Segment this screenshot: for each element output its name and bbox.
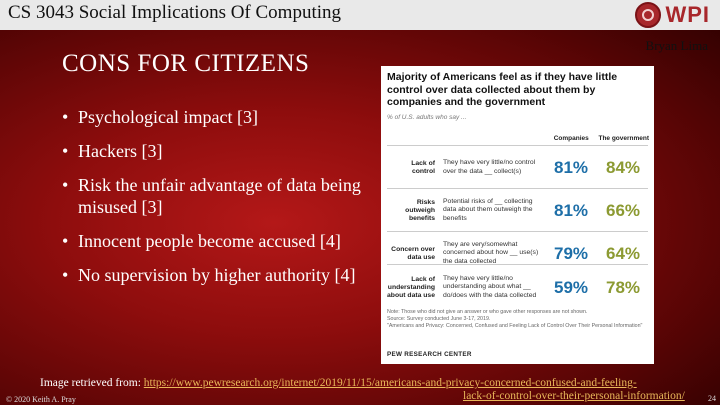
row-label: Risks outweigh benefits [405, 198, 435, 222]
government-value: 66% [605, 200, 641, 220]
companies-value: 81% [553, 157, 589, 177]
course-title: CS 3043 Social Implications Of Computing [8, 2, 342, 23]
slide-title: CONS FOR CITIZENS [62, 50, 310, 77]
infographic-notes: Note: Those who did not give an answer o… [387, 309, 648, 330]
government-value: 64% [605, 243, 641, 263]
copyright-text: © 2020 Keith A. Pray [6, 395, 76, 404]
wpi-logo-text: WPI [665, 2, 710, 27]
credit-prefix: Image retrieved from: [40, 377, 144, 389]
row-description: They have very little/no understanding a… [443, 274, 537, 299]
bullet-list: Psychological impact [3] Hackers [3] Ris… [62, 106, 362, 298]
pew-infographic: Majority of Americans feel as if they ha… [381, 66, 654, 364]
row-description: They have very little/no control over th… [443, 159, 536, 175]
pew-research-label: PEW RESEARCH CENTER [387, 351, 472, 358]
row-description: Potential risks of __ collecting data ab… [443, 197, 533, 222]
image-credit-line2: lack-of-control-over-their-personal-info… [463, 390, 685, 402]
wpi-logo: WPI [635, 1, 710, 29]
government-value: 78% [605, 277, 641, 297]
row-label: Lack of control [411, 159, 435, 175]
infographic-title: Majority of Americans feel as if they ha… [387, 71, 618, 108]
table-row: Concern over data use They are very/some… [387, 231, 648, 275]
bullet-item: No supervision by higher authority [4] [62, 264, 362, 286]
source-link[interactable]: https://www.pewresearch.org/internet/201… [143, 377, 637, 389]
row-label: Concern over data use [391, 245, 435, 261]
infographic-subtitle: % of U.S. adults who say ... [387, 113, 467, 121]
companies-value: 79% [553, 243, 589, 263]
row-description: They are very/somewhat concerned about h… [443, 240, 539, 265]
source-link-continued[interactable]: lack-of-control-over-their-personal-info… [463, 390, 685, 402]
table-row: Risks outweigh benefits Potential risks … [387, 188, 648, 232]
page-number: 24 [708, 394, 716, 403]
bullet-item: Innocent people become accused [4] [62, 230, 362, 252]
column-header-government: The government [598, 135, 650, 142]
row-label: Lack of understanding about data use [387, 275, 435, 299]
table-row: Lack of understanding about data use The… [387, 264, 648, 310]
presenter-name: Bryan Lima [645, 38, 708, 53]
header-bar: CS 3043 Social Implications Of Computing… [0, 0, 720, 30]
companies-value: 59% [553, 277, 589, 297]
wpi-seal-icon [635, 2, 662, 28]
column-headers: Companies The government [545, 135, 650, 142]
government-value: 84% [605, 157, 641, 177]
bullet-item: Hackers [3] [62, 140, 362, 162]
table-row: Lack of control They have very little/no… [387, 145, 648, 189]
report-title: "Americans and Privacy: Concerned, Confu… [387, 323, 643, 329]
source-text: Source: Survey conducted June 3-17, 2019… [387, 316, 491, 322]
bullet-item: Risk the unfair advantage of data being … [62, 174, 362, 218]
companies-value: 81% [553, 200, 589, 220]
bullet-item: Psychological impact [3] [62, 106, 362, 128]
column-header-companies: Companies [553, 135, 589, 142]
note-text: Note: Those who did not give an answer o… [387, 309, 588, 315]
image-credit: Image retrieved from: https://www.pewres… [40, 377, 637, 389]
